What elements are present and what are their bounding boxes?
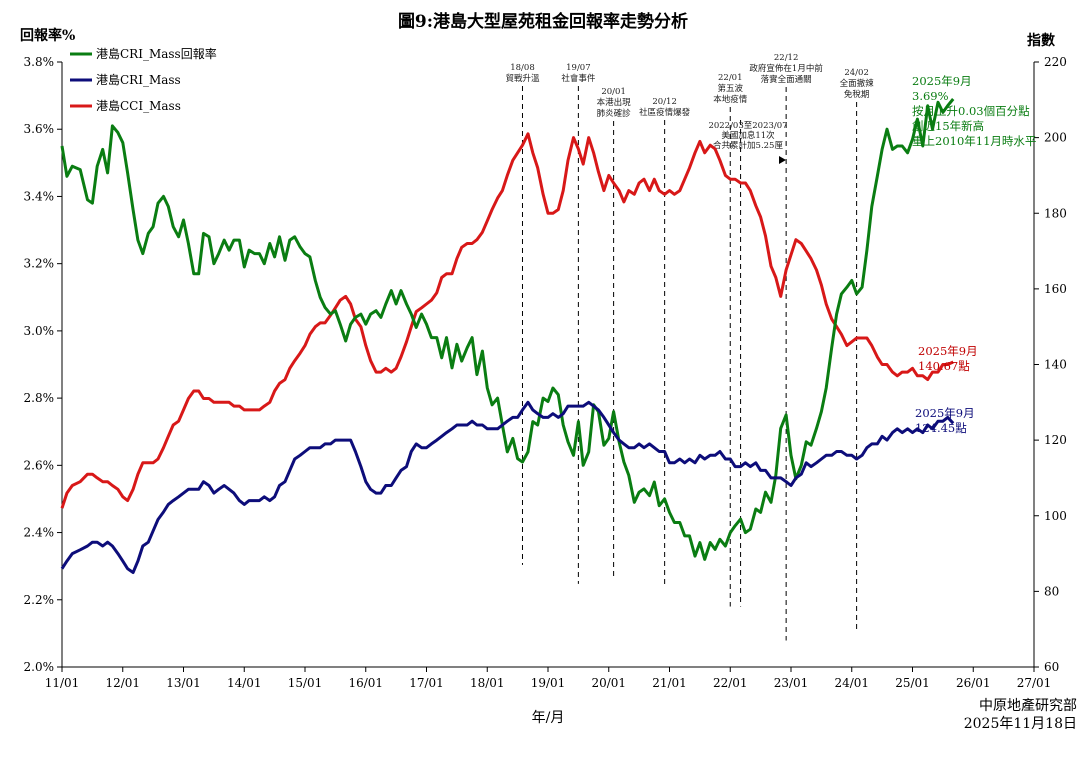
x-tick-label: 15/01 (288, 676, 323, 690)
x-tick-label: 11/01 (45, 676, 80, 690)
event-caption: 社區疫情爆發 (639, 107, 691, 118)
x-tick-label: 26/01 (956, 676, 991, 690)
left-tick-label: 3.2% (24, 257, 55, 271)
source-line-2: 2025年11月18日 (964, 716, 1077, 732)
right-tick-label: 60 (1044, 660, 1059, 674)
blue-latest-label: 124.45點 (915, 421, 967, 435)
event-caption: 本地疫情 (713, 94, 748, 105)
event-caption: 社會事件 (561, 73, 596, 84)
right-tick-label: 80 (1044, 584, 1059, 598)
green-latest-label: 2025年9月 (912, 74, 972, 88)
x-tick-label: 13/01 (166, 676, 201, 690)
right-tick-label: 120 (1044, 433, 1067, 447)
series-line (60, 132, 954, 509)
left-tick-label: 2.2% (24, 593, 55, 607)
event-caption: 22/12 (774, 53, 799, 63)
left-tick-label: 3.6% (24, 122, 55, 136)
left-tick-label: 2.8% (24, 391, 55, 405)
chart-title: 圖9:港島大型屋苑租金回報率走勢分析 (398, 11, 688, 32)
event-caption: 落實全面通關 (761, 74, 812, 85)
x-tick-label: 25/01 (895, 676, 930, 690)
x-tick-label: 20/01 (591, 676, 626, 690)
x-tick-label: 22/01 (713, 676, 748, 690)
event-caption: 20/12 (652, 97, 677, 107)
green-latest-label: 按月上升0.03個百分點 (912, 104, 1030, 118)
left-tick-label: 2.0% (24, 660, 55, 674)
series-line (60, 400, 955, 574)
green-latest-label: 創近15年新高 (912, 119, 984, 133)
source-line-1: 中原地產研究部 (979, 697, 1077, 714)
right-axis-label: 指數 (1027, 32, 1055, 49)
event-caption: 22/01 (718, 73, 743, 83)
rate-hike-note: 2022/03至2023/07 (708, 121, 787, 131)
x-tick-label: 12/01 (105, 676, 140, 690)
event-caption: 18/08 (510, 63, 535, 73)
rate-hike-arrow-head (779, 156, 786, 164)
x-tick-label: 14/01 (227, 676, 262, 690)
x-tick-label: 27/01 (1017, 676, 1052, 690)
x-axis-label: 年/月 (532, 710, 565, 726)
legend-label: 港島CRI_Mass (96, 72, 181, 87)
blue-latest-label: 2025年9月 (915, 406, 975, 420)
rate-hike-note: 美國加息11次 (721, 130, 775, 141)
series-line (60, 98, 955, 561)
legend-label: 港島CRI_Mass回報率 (96, 46, 217, 61)
x-tick-label: 24/01 (834, 676, 869, 690)
left-tick-label: 3.8% (24, 55, 55, 69)
x-tick-label: 17/01 (409, 676, 444, 690)
red-latest-label: 140.67點 (918, 359, 970, 373)
x-tick-label: 16/01 (348, 676, 383, 690)
right-tick-label: 200 (1044, 131, 1067, 145)
x-tick-label: 19/01 (531, 676, 566, 690)
rate-hike-note: 合共累計加5.25厘 (713, 140, 783, 151)
x-tick-label: 18/01 (470, 676, 505, 690)
left-axis-label: 回報率% (20, 27, 75, 44)
right-tick-label: 160 (1044, 282, 1067, 296)
event-caption: 本港出現 (597, 97, 632, 108)
left-tick-label: 3.4% (24, 189, 55, 203)
legend-label: 港島CCI_Mass (96, 98, 181, 113)
x-tick-label: 21/01 (652, 676, 687, 690)
green-latest-label: 重上2010年11月時水平 (912, 134, 1036, 148)
event-caption: 免稅期 (844, 89, 870, 100)
x-tick-label: 23/01 (774, 676, 809, 690)
event-caption: 20/01 (601, 87, 626, 97)
axes-layer: 2.0% 2.2% 2.4% 2.6% 2.8% 3.0% 3.2% 3.4% 3.6% 3.8%… (24, 55, 1067, 690)
left-tick-label: 2.4% (24, 526, 55, 540)
annotations-layer: 2025年9月3.69%按月上升0.03個百分點創近15年新高重上2010年11… (912, 74, 1036, 435)
event-caption: 全面撤辣 (840, 78, 875, 89)
right-tick-label: 220 (1044, 55, 1067, 69)
event-caption: 19/07 (566, 63, 591, 73)
green-latest-label: 3.69% (912, 89, 949, 103)
event-caption: 24/02 (844, 68, 869, 78)
event-caption: 肺炎確診 (597, 108, 632, 119)
event-caption: 貿戰升溫 (505, 73, 540, 84)
event-caption: 政府宣佈在1月中前 (749, 63, 823, 74)
left-tick-label: 2.6% (24, 458, 55, 472)
right-tick-label: 140 (1044, 358, 1067, 372)
left-tick-label: 3.0% (24, 324, 55, 338)
right-tick-label: 100 (1044, 509, 1067, 523)
series-lines-layer (60, 98, 955, 574)
right-tick-label: 180 (1044, 206, 1067, 220)
red-latest-label: 2025年9月 (918, 344, 978, 358)
event-caption: 第五波 (717, 83, 743, 94)
